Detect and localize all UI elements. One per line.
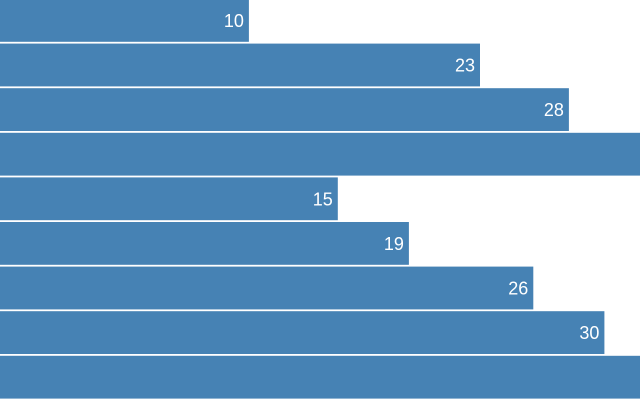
bar-label-0: 10 [224,11,244,31]
bar-3 [0,132,640,176]
bar-0 [0,0,249,42]
bar-label-5: 19 [384,234,404,254]
bar-1 [0,43,480,87]
bar-label-6: 26 [508,279,528,299]
bar-label-2: 28 [544,100,564,120]
bar-label-1: 23 [455,56,475,76]
bar-4 [0,177,338,221]
bar-6 [0,266,534,310]
bar-label-7: 30 [579,323,599,343]
bar-8 [0,355,640,399]
bar-2 [0,88,569,131]
bar-5 [0,222,409,265]
bar-7 [0,311,605,354]
bar-label-4: 15 [313,189,333,209]
